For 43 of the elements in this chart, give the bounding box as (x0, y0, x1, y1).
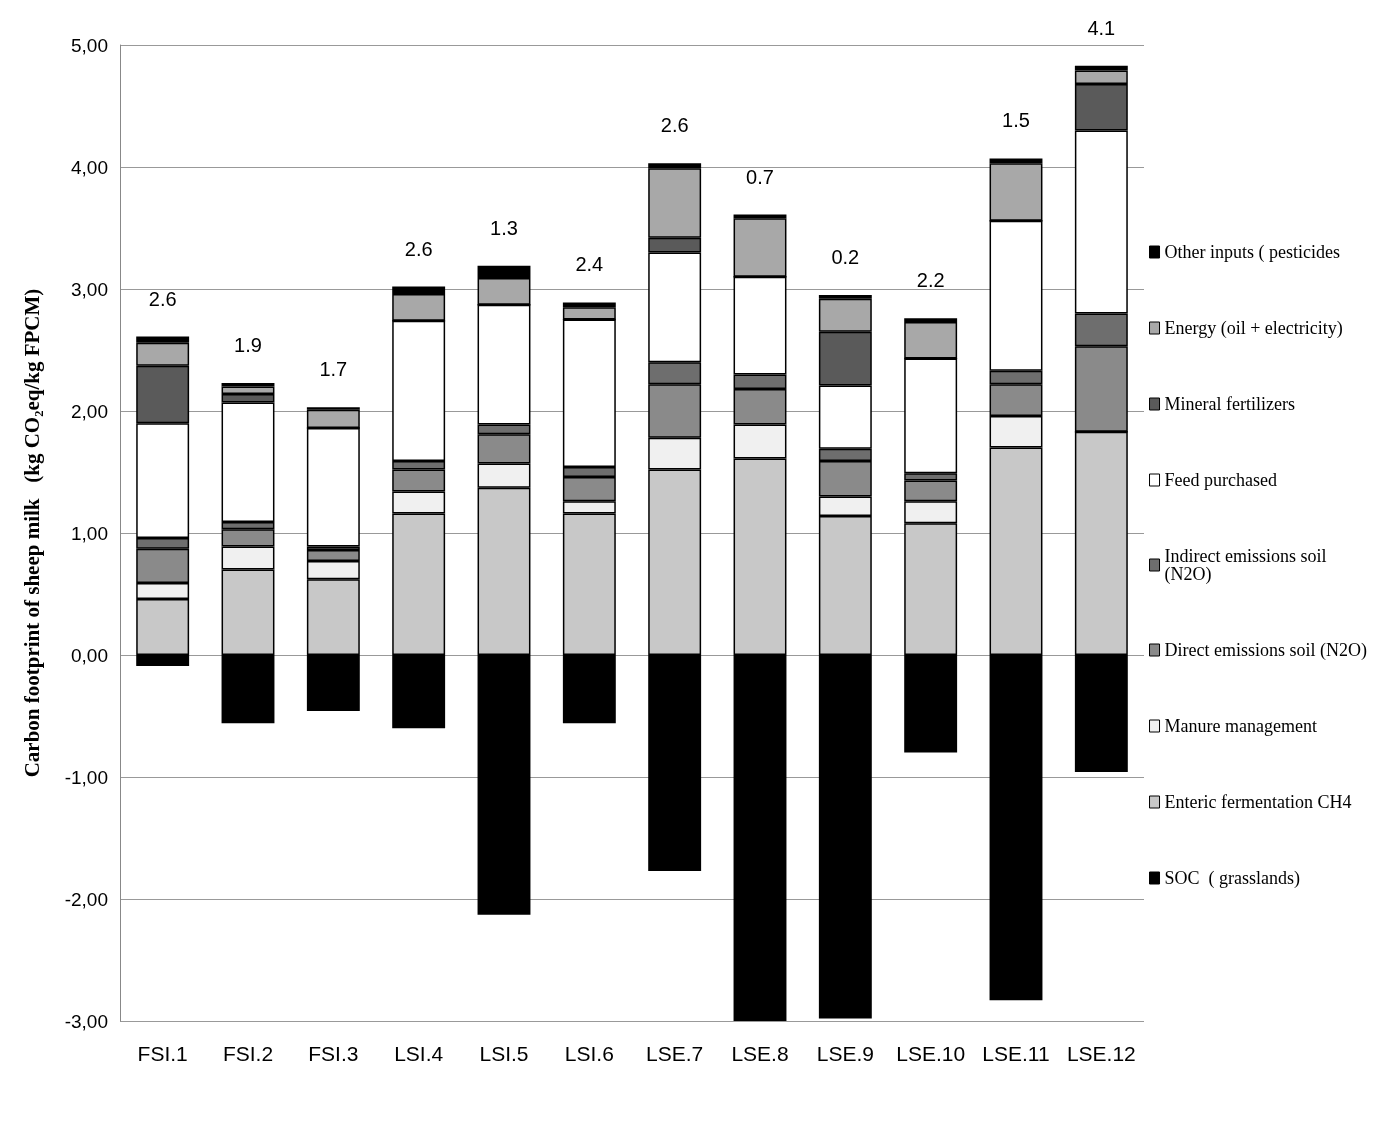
legend-label: Feed purchased (1164, 470, 1277, 490)
legend-label: Other inputs ( pesticides (1164, 242, 1340, 263)
x-tick-label: LSE.7 (646, 1042, 704, 1065)
y-tick-label: 0,00 (71, 644, 108, 666)
x-tick-label: LSI.6 (564, 1042, 614, 1065)
x-tick-label: LSE.11 (982, 1042, 1050, 1065)
annotation: 2.6 (660, 114, 689, 137)
legend-label: Manure management (1164, 716, 1317, 736)
y-tick-label: 5,00 (71, 34, 108, 56)
legend-label: Indirect emissions soil (N2O) (1164, 546, 1332, 585)
annotation: 1.5 (1002, 109, 1030, 132)
y-tick-label: 3,00 (71, 278, 108, 300)
y-tick-label: -3,00 (64, 1010, 108, 1032)
annotation: 2.4 (575, 253, 604, 276)
y-tick-label: 1,00 (71, 522, 108, 544)
x-tick-label: LSI.5 (479, 1042, 529, 1065)
annotation: 4.1 (1087, 16, 1116, 39)
y-axis-title: Carbon footprint of sheep milk (kg CO₂eq/kg FPCM) (19, 288, 44, 778)
y-tick-label: -1,00 (64, 766, 108, 788)
annotation: 1.3 (490, 216, 518, 239)
x-tick-label: LSE.8 (731, 1042, 789, 1065)
y-tick-label: 4,00 (71, 156, 108, 178)
y-tick-label: 2,00 (71, 400, 108, 422)
x-tick-label: FSI.1 (137, 1042, 188, 1065)
annotation: 0.7 (746, 165, 774, 188)
legend-label: SOC ( grasslands) (1164, 868, 1301, 889)
legend-label: Energy (oil + electricity) (1164, 318, 1343, 339)
x-tick-label: FSI.3 (308, 1042, 359, 1065)
annotation: 0.2 (831, 246, 860, 269)
x-tick-label: LSI.4 (394, 1042, 444, 1065)
x-tick-label: LSE.10 (896, 1042, 966, 1065)
legend-label: Direct emissions soil (N2O) (1164, 640, 1368, 661)
legend-label: Enteric fermentation CH4 (1164, 792, 1352, 812)
y-tick-label: -2,00 (64, 888, 108, 910)
annotation: 1.9 (234, 333, 262, 356)
x-tick-label: LSE.9 (816, 1042, 874, 1065)
annotation: 2.6 (404, 237, 433, 260)
annotation: 2.2 (916, 269, 945, 292)
legend-label: Mineral fertilizers (1164, 394, 1295, 414)
annotation: 2.6 (148, 287, 177, 310)
annotation: 1.7 (319, 358, 348, 381)
x-tick-label: FSI.2 (222, 1042, 274, 1065)
x-tick-label: LSE.12 (1066, 1042, 1136, 1065)
